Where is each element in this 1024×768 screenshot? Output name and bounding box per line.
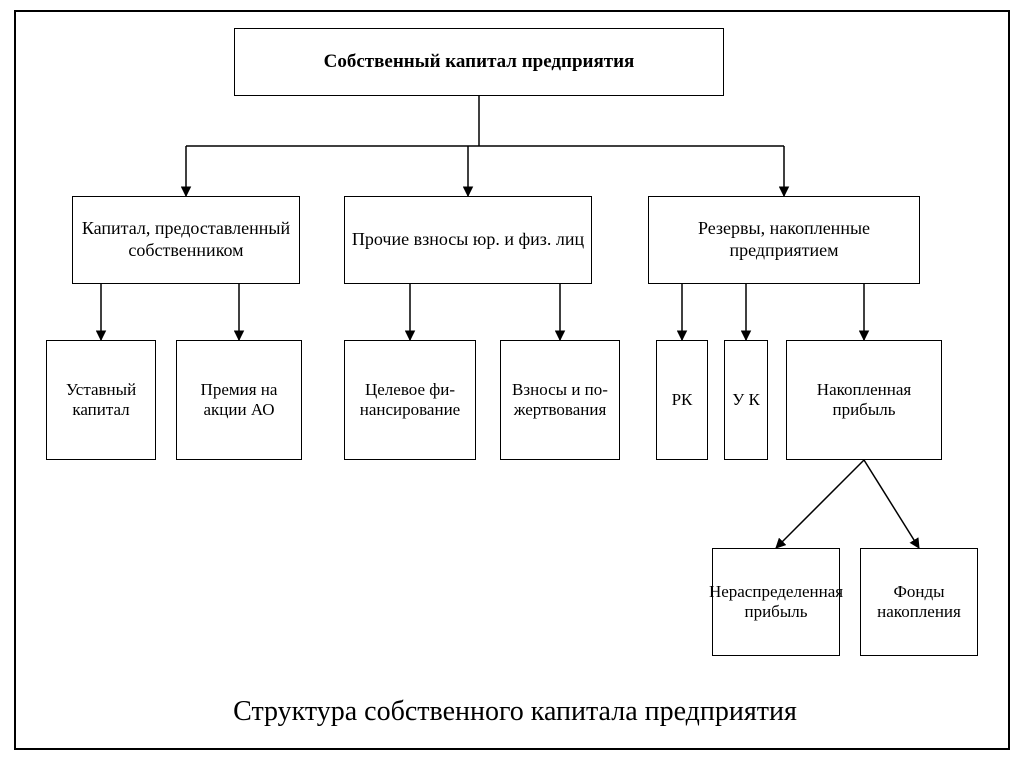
node-l1b-label: Прочие взносы юр. и физ. лиц [352,229,584,251]
node-l1a: Капитал, предоставленный собственником [72,196,300,284]
node-l3a: Нераспределенная прибыль [712,548,840,656]
node-l2b-label: Премия на акции АО [183,380,295,421]
node-l1a-label: Капитал, предоставленный собственником [79,218,293,261]
node-l3b: Фонды накопления [860,548,978,656]
node-l2f-label: У К [732,390,760,410]
diagram-caption: Структура собственного капитала предприя… [155,696,875,728]
node-l2e-label: РК [672,390,693,410]
node-l2g-label: Накопленная прибыль [793,380,935,421]
diagram-caption-text: Структура собственного капитала предприя… [233,696,797,727]
node-l2d: Взносы и по-жертвования [500,340,620,460]
node-l2d-label: Взносы и по-жертвования [507,380,613,421]
node-l2b: Премия на акции АО [176,340,302,460]
node-l1c-label: Резервы, накопленные предприятием [655,218,913,261]
node-l2c-label: Целевое фи-нансирование [351,380,469,421]
node-root: Собственный капитал предприятия [234,28,724,96]
node-l1c: Резервы, накопленные предприятием [648,196,920,284]
node-l3a-label: Нераспределенная прибыль [709,582,843,623]
node-l2e: РК [656,340,708,460]
node-root-label: Собственный капитал предприятия [324,51,635,74]
node-l2c: Целевое фи-нансирование [344,340,476,460]
node-l2g: Накопленная прибыль [786,340,942,460]
node-l2a-label: Уставный капитал [53,380,149,421]
node-l2f: У К [724,340,768,460]
node-l2a: Уставный капитал [46,340,156,460]
node-l1b: Прочие взносы юр. и физ. лиц [344,196,592,284]
node-l3b-label: Фонды накопления [867,582,971,623]
